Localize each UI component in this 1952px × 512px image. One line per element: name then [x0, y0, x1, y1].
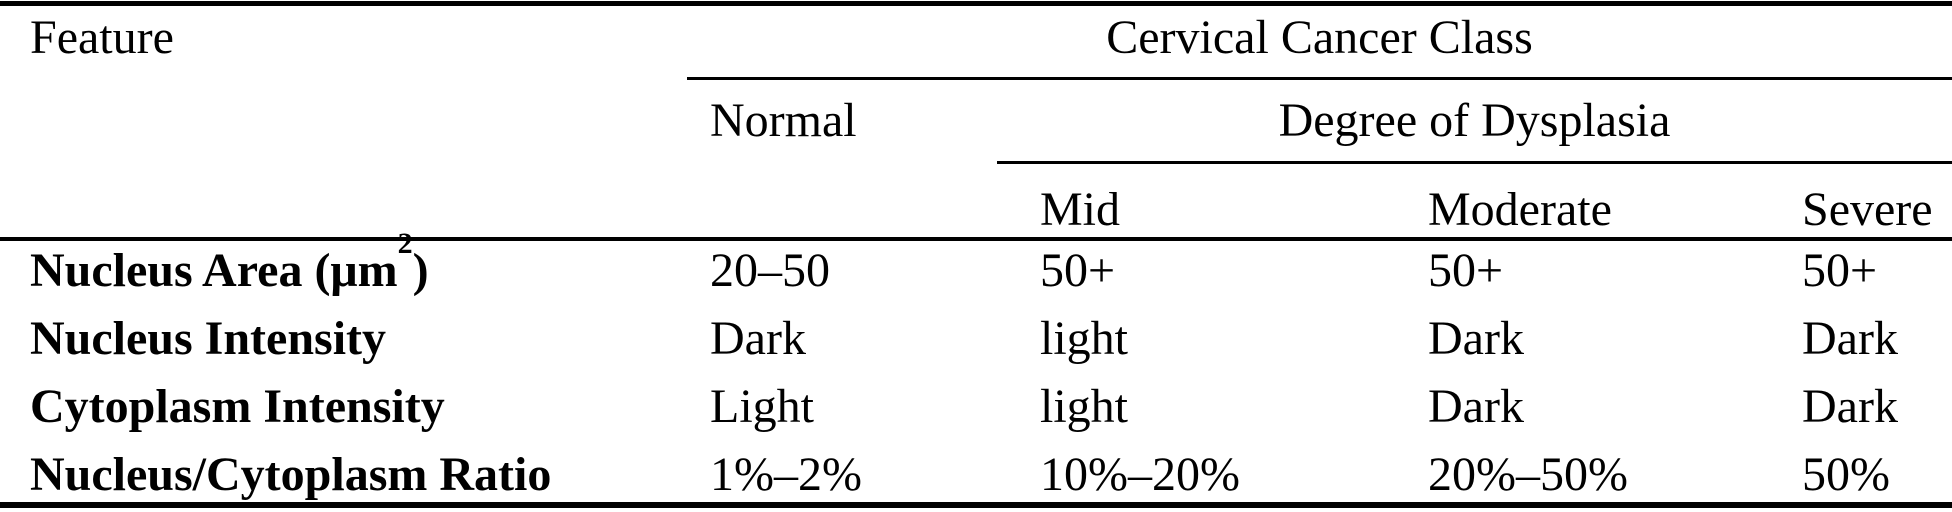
table-top-rule — [0, 1, 1952, 6]
table-cell-nucleus-area-moderate: 50+ — [1428, 244, 1504, 297]
row-label-nucleus-area: Nucleus Area (μm2) — [30, 229, 429, 297]
column-group-header-cervical-cancer-class: Cervical Cancer Class — [1106, 11, 1533, 64]
header-bottom-rule — [0, 237, 1952, 241]
column-header-moderate: Moderate — [1428, 183, 1612, 236]
row-label-nucleus-area-close: ) — [412, 244, 429, 297]
table-cell-nucleus-intensity-mid: light — [1040, 312, 1129, 365]
row-label-nucleus-cytoplasm-ratio: Nucleus/Cytoplasm Ratio — [30, 448, 552, 501]
dysplasia-underline-rule — [997, 161, 1952, 164]
table-cell-nucleus-intensity-normal: Dark — [710, 312, 806, 365]
row-label-nucleus-area-text: Nucleus Area (μm — [30, 244, 398, 297]
table-cell-cytoplasm-intensity-moderate: Dark — [1428, 380, 1524, 433]
column-header-mid: Mid — [1040, 183, 1121, 236]
column-header-feature: Feature — [30, 11, 174, 64]
table-cell-nucleus-intensity-severe: Dark — [1802, 312, 1898, 365]
row-label-cytoplasm-intensity: Cytoplasm Intensity — [30, 380, 445, 433]
table-cell-cytoplasm-intensity-severe: Dark — [1802, 380, 1898, 433]
table-cell-nc-ratio-severe: 50% — [1802, 448, 1890, 501]
column-header-normal: Normal — [710, 94, 857, 147]
table-cell-cytoplasm-intensity-mid: light — [1040, 380, 1129, 433]
table-cell-cytoplasm-intensity-normal: Light — [710, 380, 814, 433]
column-group-header-degree-of-dysplasia: Degree of Dysplasia — [1278, 94, 1671, 147]
table-cell-nucleus-area-severe: 50+ — [1802, 244, 1878, 297]
superscript-2: 2 — [397, 227, 413, 260]
table-cell-nucleus-area-normal: 20–50 — [710, 244, 830, 297]
table-cell-nucleus-intensity-moderate: Dark — [1428, 312, 1524, 365]
table-cell-nc-ratio-normal: 1%–2% — [710, 448, 862, 501]
column-header-severe: Severe — [1802, 183, 1933, 236]
table-cell-nucleus-area-mid: 50+ — [1040, 244, 1116, 297]
table-bottom-rule — [0, 502, 1952, 508]
cancer-class-underline-rule — [687, 77, 1952, 80]
table-cell-nc-ratio-mid: 10%–20% — [1040, 448, 1240, 501]
table-cell-nc-ratio-moderate: 20%–50% — [1428, 448, 1628, 501]
row-label-nucleus-intensity: Nucleus Intensity — [30, 312, 387, 365]
